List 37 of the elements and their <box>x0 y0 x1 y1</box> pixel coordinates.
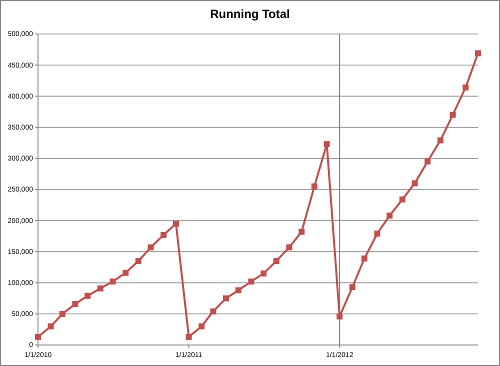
point <box>35 334 41 340</box>
point <box>148 244 154 250</box>
point <box>336 313 343 320</box>
point <box>475 50 481 56</box>
point <box>84 292 91 299</box>
point <box>260 270 267 276</box>
point <box>72 300 78 307</box>
point <box>437 137 444 144</box>
point <box>311 183 318 190</box>
point <box>462 84 469 90</box>
point <box>324 141 330 148</box>
point <box>374 230 380 237</box>
point <box>110 278 116 285</box>
point <box>235 287 242 294</box>
point <box>222 295 229 302</box>
point <box>97 285 104 292</box>
point <box>198 323 205 330</box>
point <box>412 180 418 186</box>
point <box>286 244 292 250</box>
point <box>298 228 305 235</box>
point <box>135 258 142 264</box>
point <box>59 310 66 317</box>
chart-title: Running Total <box>210 7 290 21</box>
point <box>248 278 254 285</box>
point <box>210 308 216 314</box>
point <box>386 212 393 219</box>
point <box>273 258 280 264</box>
point <box>48 323 54 330</box>
point <box>172 220 179 227</box>
point <box>160 232 167 238</box>
point <box>450 112 456 118</box>
point <box>361 256 368 262</box>
point <box>186 334 192 340</box>
point <box>122 270 129 276</box>
point <box>349 284 356 290</box>
point <box>399 196 406 202</box>
point <box>424 158 431 165</box>
